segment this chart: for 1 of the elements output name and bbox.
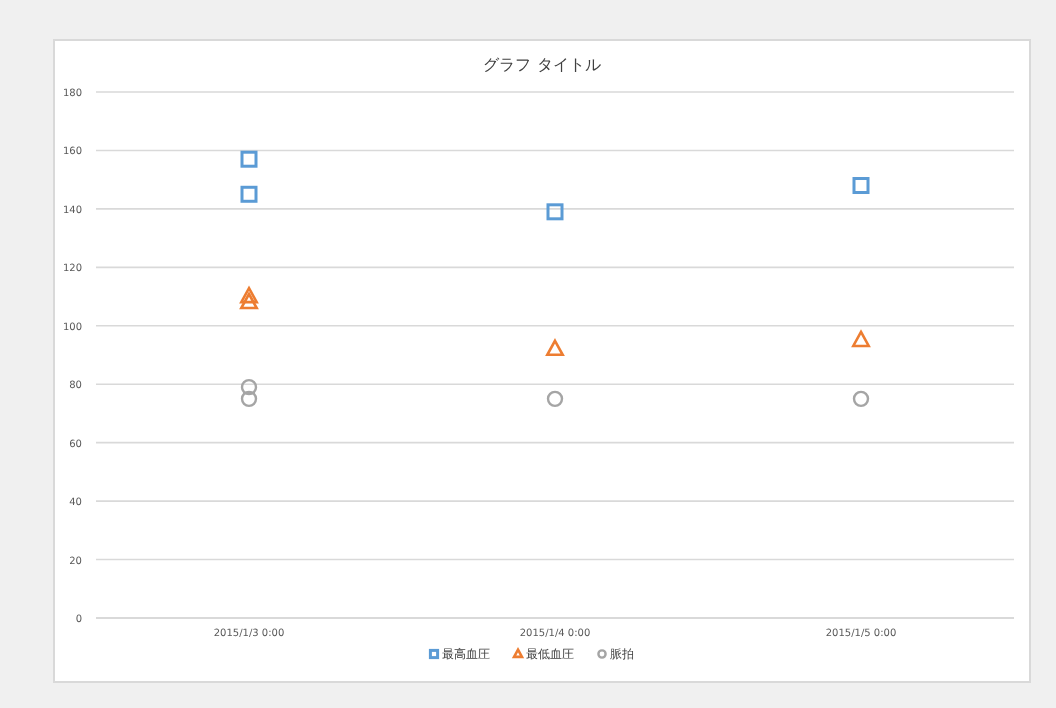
chart-title: グラフ タイトル	[483, 56, 601, 74]
